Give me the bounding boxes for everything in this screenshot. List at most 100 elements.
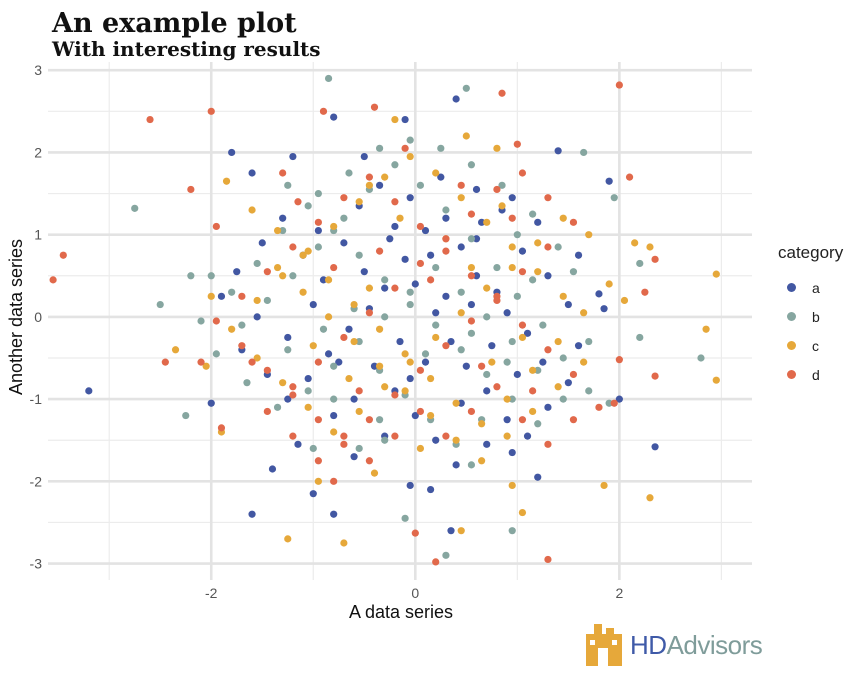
point-b xyxy=(238,321,246,329)
point-d xyxy=(513,140,521,148)
point-d xyxy=(330,477,338,485)
point-b xyxy=(273,403,282,411)
point-c xyxy=(273,263,282,272)
point-b xyxy=(197,317,205,325)
point-a xyxy=(462,362,470,370)
point-a xyxy=(406,481,414,490)
point-a xyxy=(217,292,226,300)
point-d xyxy=(508,214,516,222)
point-a xyxy=(309,490,317,498)
point-c xyxy=(483,284,491,292)
point-d xyxy=(651,372,659,380)
point-a xyxy=(330,113,338,121)
point-d xyxy=(493,383,501,391)
point-d xyxy=(432,558,440,566)
point-a xyxy=(564,300,572,309)
grid-minor xyxy=(48,62,752,580)
point-b xyxy=(207,272,215,280)
point-d xyxy=(416,259,425,268)
point-d xyxy=(498,89,506,97)
point-a xyxy=(330,510,338,518)
point-a xyxy=(406,374,414,383)
point-b xyxy=(585,387,593,395)
point-c xyxy=(330,428,338,436)
point-b xyxy=(580,148,588,157)
point-b xyxy=(493,263,501,272)
point-c xyxy=(452,436,460,444)
point-b xyxy=(508,527,516,535)
hdadvisors-logo: HDAdvisors xyxy=(584,622,763,668)
point-b xyxy=(467,235,476,243)
point-a xyxy=(289,152,297,161)
point-d xyxy=(207,107,215,115)
point-d xyxy=(161,358,169,366)
point-c xyxy=(345,374,353,383)
point-d xyxy=(365,173,373,181)
logo-advisors: Advisors xyxy=(666,629,763,660)
point-b xyxy=(355,251,363,259)
point-c xyxy=(529,407,537,416)
point-a xyxy=(432,309,440,317)
point-d xyxy=(370,103,379,111)
point-a xyxy=(564,379,572,387)
point-d xyxy=(416,222,425,231)
point-a xyxy=(345,325,353,333)
point-d xyxy=(217,424,226,432)
point-d xyxy=(263,268,271,276)
point-a xyxy=(452,461,460,469)
point-c xyxy=(355,198,363,206)
point-d xyxy=(248,358,256,366)
point-d xyxy=(442,432,450,440)
point-a xyxy=(360,152,368,161)
point-b xyxy=(432,321,440,329)
point-b xyxy=(467,461,476,469)
point-d xyxy=(416,366,425,374)
point-d xyxy=(544,346,552,354)
point-b xyxy=(432,263,440,272)
point-d xyxy=(493,185,501,194)
point-d xyxy=(212,317,220,325)
point-d xyxy=(187,185,195,194)
point-b xyxy=(406,136,414,144)
point-c xyxy=(304,403,312,411)
point-c xyxy=(483,218,491,226)
point-b xyxy=(457,288,465,296)
point-a xyxy=(411,411,419,420)
point-d xyxy=(365,416,373,424)
point-d xyxy=(314,218,322,226)
point-a xyxy=(595,290,603,298)
point-d xyxy=(493,292,501,300)
point-d xyxy=(442,342,450,350)
point-b xyxy=(559,395,567,403)
point-c xyxy=(493,144,501,152)
point-c xyxy=(416,444,425,453)
point-b xyxy=(284,346,292,354)
point-c xyxy=(340,539,348,547)
point-b xyxy=(314,243,322,251)
point-b xyxy=(513,292,521,300)
point-c xyxy=(585,231,593,239)
point-c xyxy=(253,296,261,305)
point-c xyxy=(432,333,440,342)
point-b xyxy=(279,226,287,235)
point-a xyxy=(508,194,516,202)
point-b xyxy=(309,444,317,453)
point-c xyxy=(406,358,414,366)
point-c xyxy=(529,366,537,374)
point-a xyxy=(574,251,583,259)
y-tick-label: 0 xyxy=(34,309,42,325)
point-c xyxy=(498,202,506,210)
x-axis-title: A data series xyxy=(349,602,453,622)
point-c xyxy=(534,268,542,276)
point-c xyxy=(503,432,511,440)
point-b xyxy=(416,181,425,189)
point-d xyxy=(391,391,399,399)
point-c xyxy=(600,481,608,490)
point-d xyxy=(595,403,603,411)
point-c xyxy=(631,239,639,247)
point-b xyxy=(636,259,644,268)
point-b xyxy=(187,272,195,280)
point-b xyxy=(503,358,511,366)
point-b xyxy=(462,84,470,92)
